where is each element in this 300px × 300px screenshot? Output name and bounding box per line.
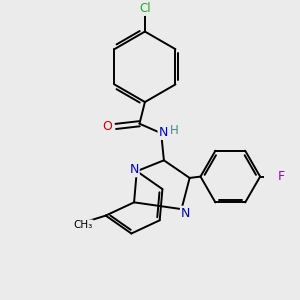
Text: N: N [181, 207, 190, 220]
Text: CH₃: CH₃ [74, 220, 93, 230]
Text: F: F [278, 170, 285, 183]
Text: Cl: Cl [139, 2, 151, 15]
Text: H: H [170, 124, 179, 137]
Text: O: O [103, 120, 112, 133]
Text: N: N [158, 126, 168, 139]
Text: N: N [129, 163, 139, 176]
